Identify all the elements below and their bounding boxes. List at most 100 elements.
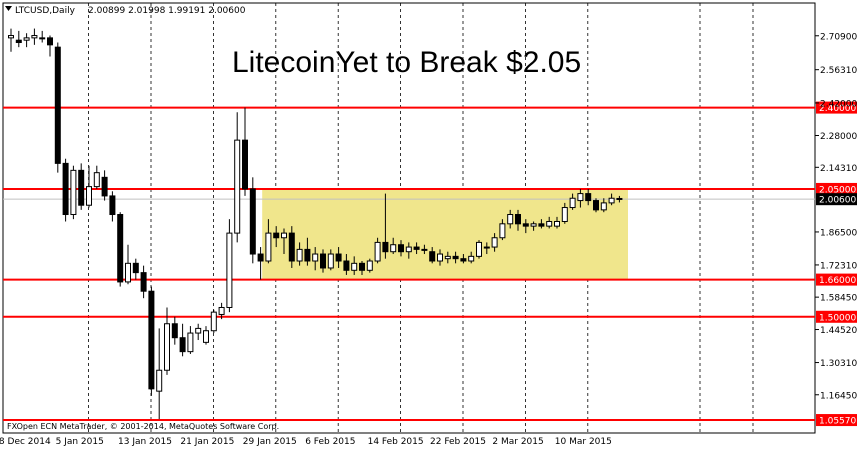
candle-body-bear [359, 262, 365, 271]
candle [608, 193, 615, 206]
candle-body-bull [93, 172, 100, 188]
candle-body-bull [125, 262, 131, 283]
candle-body-bull [164, 323, 170, 371]
candle [249, 177, 256, 264]
candle-body-bear [117, 214, 124, 283]
candle-body-bear [249, 188, 256, 255]
price-axis: 2.40000 2.05000 1.66000 1.50000 1.05570 2.006… [815, 32, 857, 427]
candle [538, 219, 545, 229]
candle [281, 228, 287, 255]
candle-body-bear [398, 244, 404, 253]
candle [585, 188, 592, 206]
candle [554, 216, 560, 229]
level-price-label: 1.05570 [819, 417, 856, 427]
candle-body-bull [499, 223, 506, 239]
candle [195, 323, 202, 341]
candle [304, 237, 311, 266]
candle-body-bear [460, 258, 467, 262]
candle-body-bear [15, 39, 22, 44]
level-price-badge [816, 101, 857, 114]
candle [93, 165, 100, 189]
x-tick-label: 28 Dec 2014 [0, 437, 51, 447]
candle [546, 216, 553, 229]
current-price-label: 2.00600 [819, 196, 856, 206]
candle-body-bull [203, 330, 209, 343]
candle-body-bull [491, 237, 498, 248]
candle-body-bull [483, 246, 490, 249]
x-tick-label: 22 Feb 2015 [430, 437, 486, 447]
level-price-badge [816, 310, 857, 323]
current-price-badge [816, 193, 857, 206]
candle [491, 233, 498, 252]
level-price-badge [816, 414, 857, 427]
candle-body-bear [148, 290, 155, 390]
candle [179, 323, 186, 357]
candle [125, 244, 131, 285]
candle [343, 254, 350, 275]
candle-body-bear [343, 260, 350, 271]
candle-body-bull [265, 232, 272, 262]
candle [31, 28, 38, 45]
x-tick-label: 5 Jan 2015 [56, 437, 104, 447]
candle [265, 219, 272, 264]
x-tick-label: 14 Feb 2015 [368, 437, 424, 447]
candle [257, 247, 264, 280]
candle [234, 112, 241, 243]
candle-body-bear [335, 253, 342, 262]
chart-title: LitecoinYet to Break $2.05 [232, 46, 581, 79]
level-lines [3, 106, 815, 422]
copyright-notice: FXOpen ECN MetaTrader, © 2001-2014, Meta… [7, 422, 279, 431]
candle [444, 251, 451, 264]
level-price-label: 2.05000 [819, 185, 856, 195]
candle [476, 240, 482, 259]
ohlc-values: 2.00899 2.01998 1.99191 2.00600 [88, 6, 246, 16]
candle-body-bear [273, 232, 280, 239]
candle-body-bull [8, 35, 14, 39]
candle-body-bear [257, 253, 264, 262]
candle [312, 247, 319, 271]
candle [23, 33, 30, 48]
candle [421, 244, 428, 255]
candle [398, 240, 404, 257]
candle-body-bull [234, 139, 241, 234]
symbol-header: LTCUSD,Daily 2.00899 2.01998 1.99191 2.0… [5, 6, 246, 16]
candle [507, 209, 514, 229]
candle [600, 198, 607, 213]
candle-body-bull [507, 214, 514, 225]
candle-body-bear [132, 262, 139, 274]
candle [374, 237, 381, 264]
candle [273, 226, 280, 248]
candle-body-bear [515, 214, 521, 225]
x-tick-label: 6 Feb 2015 [305, 437, 355, 447]
level-price-label: 1.50000 [819, 313, 856, 323]
symbol-label: LTCUSD,Daily [15, 6, 76, 16]
candle-body-bear [101, 176, 108, 197]
candle-body-bear [62, 162, 69, 216]
candle-body-bull [296, 248, 303, 262]
candle-body-bear [429, 251, 436, 262]
candle [171, 316, 178, 345]
y-tick-label: 1.86500 [820, 228, 857, 238]
candle-body-bull [39, 37, 46, 40]
candle [164, 307, 170, 375]
candle [429, 247, 436, 264]
candle [86, 165, 92, 208]
candle [468, 251, 475, 264]
candle-body-bull [86, 186, 92, 206]
candle [47, 35, 53, 57]
candle-body-bull [390, 244, 397, 253]
candle [70, 165, 77, 220]
y-tick-label: 2.56310 [820, 66, 857, 76]
candle-body-bear [171, 323, 178, 339]
candle [390, 237, 397, 255]
candle-body-bull [366, 260, 373, 271]
collapse-triangle-icon[interactable] [5, 6, 12, 11]
candle-body-bear [288, 232, 295, 262]
candle [460, 254, 467, 264]
candle-body-bull [437, 253, 443, 262]
candle [210, 309, 217, 334]
candle [62, 158, 69, 222]
candle-body-bull [600, 202, 607, 211]
candle-body-bear [320, 253, 326, 269]
level-price-badge [816, 273, 857, 286]
